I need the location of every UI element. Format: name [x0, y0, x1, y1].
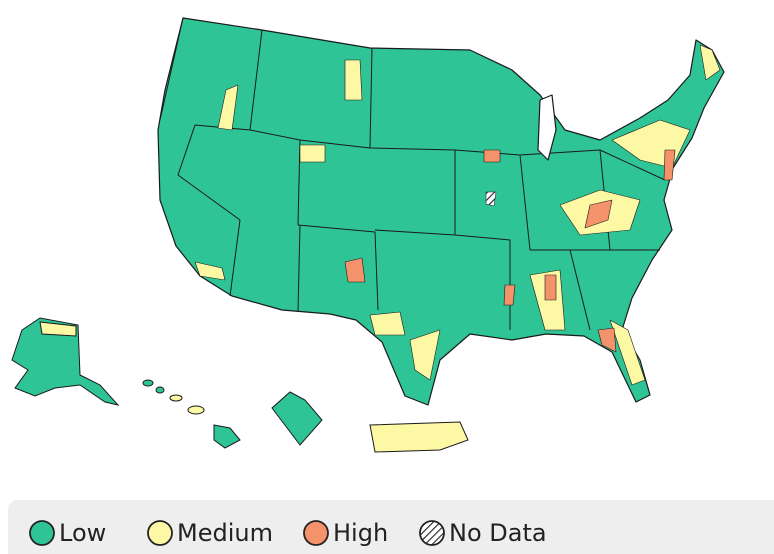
island [187, 405, 205, 415]
medium-area [699, 44, 721, 81]
legend-swatch [29, 520, 55, 546]
legend-label: Low [59, 519, 106, 547]
medium-area [609, 319, 646, 386]
island [169, 394, 183, 402]
land [11, 317, 120, 406]
high-area [663, 149, 676, 181]
state-borders [159, 17, 666, 331]
legend: Low Medium High No Data [8, 500, 774, 554]
high-area [597, 327, 617, 353]
medium-area [369, 311, 406, 336]
land [157, 17, 725, 406]
medium-area [217, 84, 239, 131]
no-data-area [485, 191, 497, 207]
medium-area [344, 59, 363, 101]
hawaii [142, 379, 241, 449]
legend-label: Medium [177, 519, 273, 547]
legend-swatch [147, 520, 173, 546]
legend-label: No Data [449, 519, 547, 547]
puerto-rico [369, 421, 469, 453]
legend-swatch [419, 520, 445, 546]
high-area [503, 284, 516, 306]
high-area [344, 257, 366, 283]
legend-label: High [333, 519, 388, 547]
medium-area [409, 329, 441, 381]
island [213, 424, 241, 449]
territory [271, 391, 323, 446]
island [155, 386, 165, 394]
legend-items: Low Medium High No Data [29, 519, 547, 547]
lake-michigan [537, 94, 557, 161]
medium-area [299, 144, 326, 163]
legend-swatch [303, 520, 329, 546]
medium-area [194, 261, 226, 281]
lower-48 [157, 17, 725, 406]
high-area [483, 149, 501, 163]
high-area [584, 199, 613, 229]
alaska [11, 317, 120, 406]
legend-background [8, 500, 774, 554]
island [142, 379, 154, 387]
high-areas [344, 149, 676, 353]
high-area [544, 274, 557, 301]
medium-area [39, 321, 77, 337]
